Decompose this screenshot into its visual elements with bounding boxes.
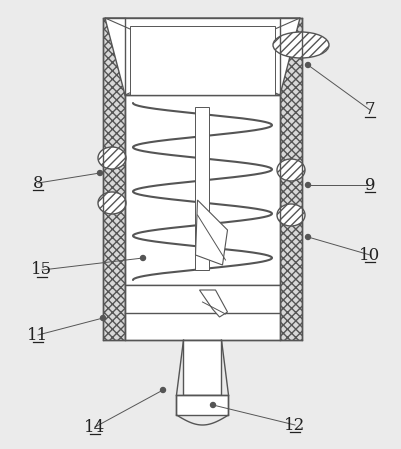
Bar	[125, 285, 279, 340]
Circle shape	[140, 255, 145, 260]
Text: 11: 11	[27, 326, 49, 343]
Text: 8: 8	[32, 175, 43, 192]
Text: 10: 10	[358, 247, 380, 264]
Text: 7: 7	[364, 101, 375, 119]
Text: 9: 9	[364, 176, 374, 194]
Bar	[183, 340, 221, 395]
Ellipse shape	[276, 159, 304, 181]
Bar	[279, 18, 301, 340]
Bar	[130, 26, 274, 95]
Text: 12: 12	[284, 417, 305, 433]
Circle shape	[305, 62, 310, 67]
Polygon shape	[199, 290, 227, 317]
Bar	[195, 107, 209, 270]
Text: 15: 15	[31, 261, 53, 278]
Ellipse shape	[276, 204, 304, 226]
Text: 14: 14	[84, 418, 105, 436]
Circle shape	[97, 171, 102, 176]
Circle shape	[305, 182, 310, 188]
Polygon shape	[105, 18, 299, 95]
Polygon shape	[195, 200, 227, 265]
Ellipse shape	[98, 147, 126, 169]
Circle shape	[100, 316, 105, 321]
Bar	[103, 18, 125, 340]
Circle shape	[160, 387, 165, 392]
Bar	[125, 95, 279, 285]
Ellipse shape	[98, 192, 126, 214]
Bar	[176, 395, 228, 415]
Circle shape	[305, 234, 310, 239]
Circle shape	[210, 402, 215, 408]
Bar	[279, 18, 301, 340]
Ellipse shape	[272, 32, 328, 58]
Bar	[103, 18, 125, 340]
